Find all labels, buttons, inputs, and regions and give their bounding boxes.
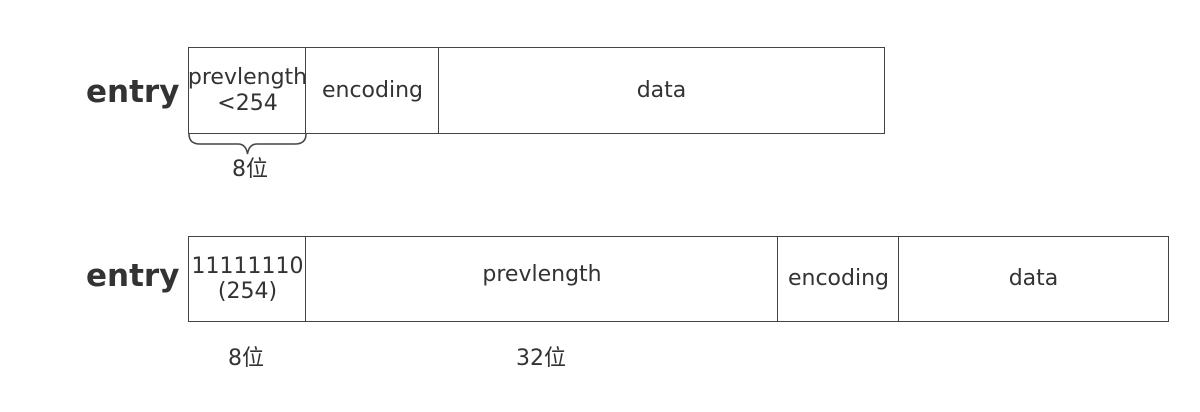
row1-encoding-cell: encoding (305, 47, 440, 134)
row1-data-cell: data (438, 47, 885, 134)
row2-marker-cell: 11111110 (254) (188, 236, 307, 322)
row2-data-text: data (1008, 266, 1059, 292)
row2-bits-note-8: 8位 (228, 346, 264, 371)
row2-prevlength-cell: prevlength (305, 236, 779, 322)
row1-bits-note: 8位 (232, 157, 268, 182)
row2-encoding-cell: encoding (777, 236, 900, 322)
row1-data-text: data (636, 77, 687, 103)
row2-bits-note-32: 32位 (516, 346, 566, 371)
row1-prevlength-line1: prevlength (187, 65, 308, 91)
row2-prevlength-text: prevlength (482, 262, 602, 288)
row2-encoding-text: encoding (787, 266, 890, 292)
row2-marker-line2: (254) (217, 279, 278, 304)
row2-marker-line1: 11111110 (191, 253, 304, 279)
row1-encoding-text: encoding (321, 77, 424, 103)
row2-label: entry (86, 258, 180, 294)
row2-data-cell: data (898, 236, 1169, 322)
row1-label: entry (86, 74, 180, 110)
row1-prevlength-cell: prevlength <254 (188, 47, 307, 134)
row1-prevlength-line2: <254 (217, 90, 278, 116)
row1-brace (188, 133, 307, 155)
